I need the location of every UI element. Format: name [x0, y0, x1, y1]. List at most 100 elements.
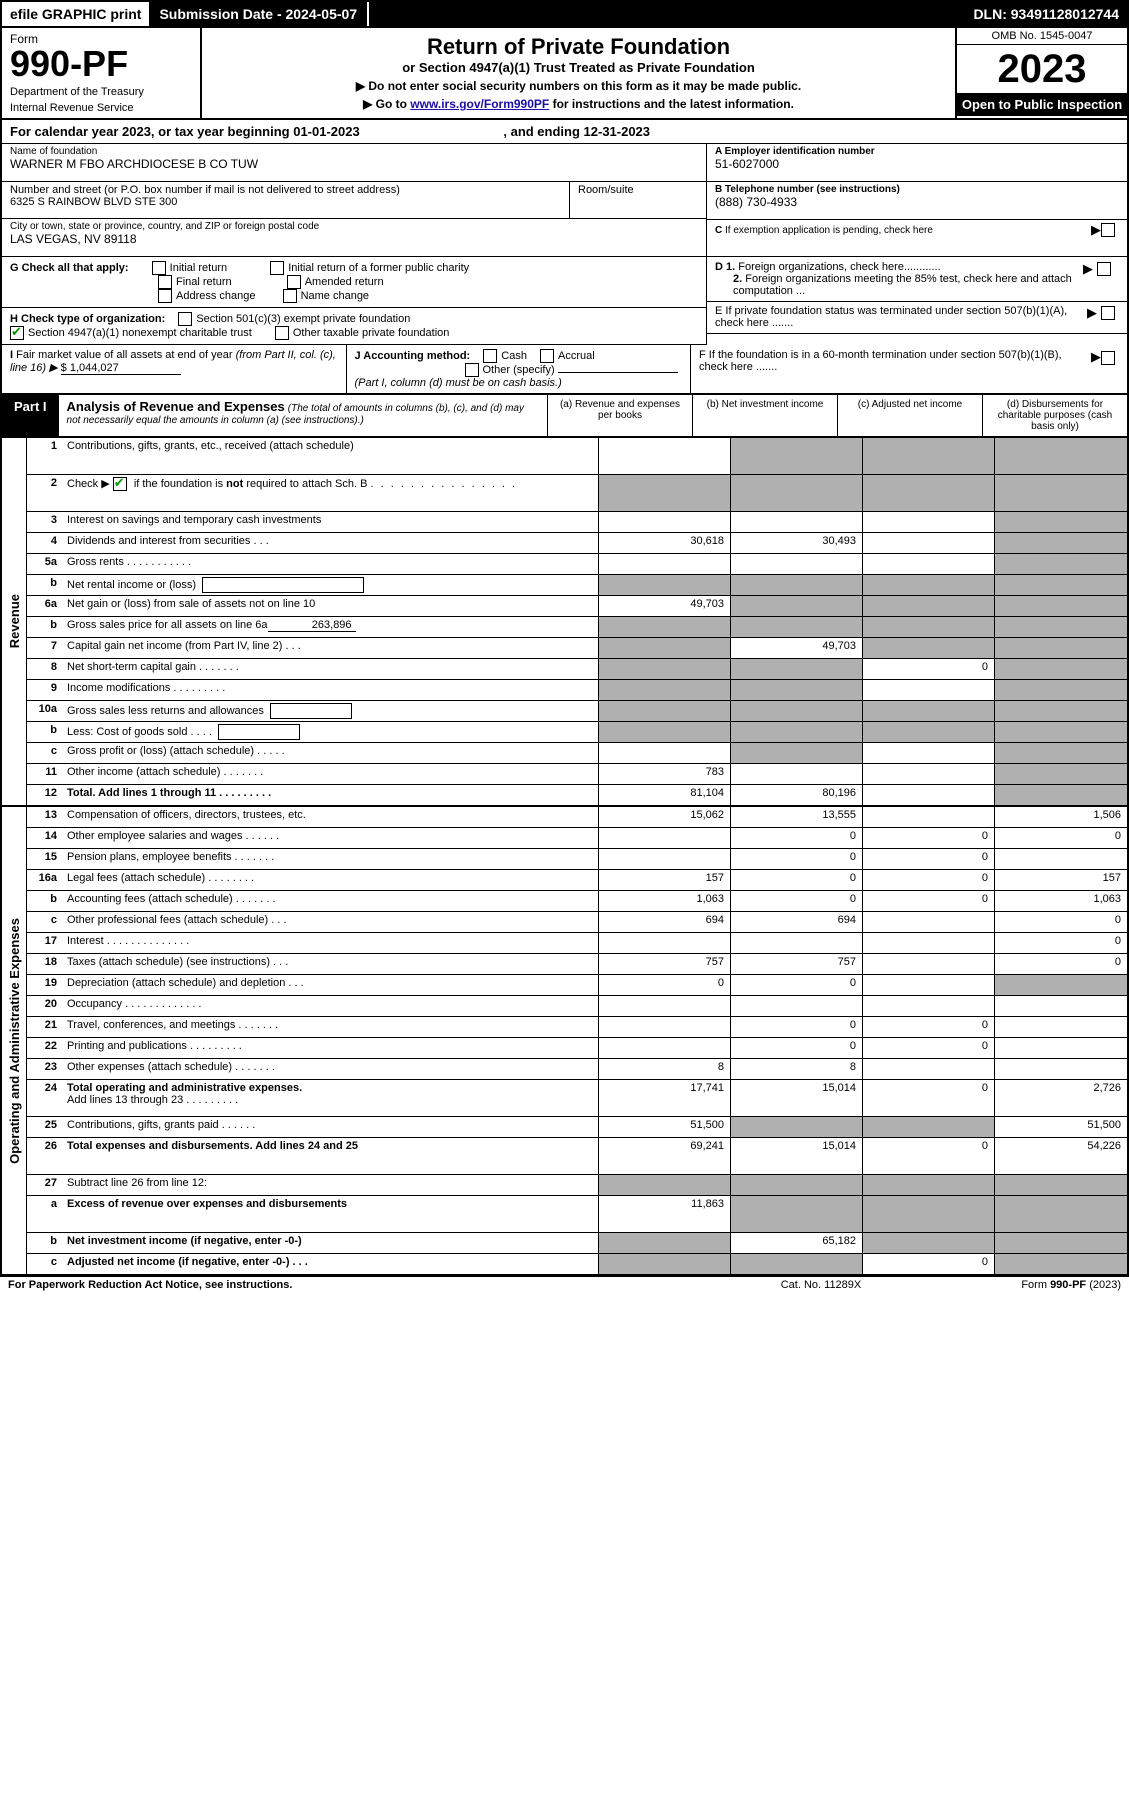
f-label: F If the foundation is in a 60-month ter… — [699, 349, 1091, 389]
d1-label: D 1. Foreign organizations, check here..… — [715, 261, 1077, 297]
h-row: H Check type of organization: Section 50… — [2, 308, 706, 345]
f-checkbox[interactable] — [1101, 351, 1115, 365]
line-14-d: 0 — [995, 828, 1127, 848]
line-5b-desc: Net rental income or (loss) — [61, 575, 599, 595]
g-name-checkbox[interactable] — [283, 289, 297, 303]
j-cash-checkbox[interactable] — [483, 349, 497, 363]
line-6a-desc: Net gain or (loss) from sale of assets n… — [61, 596, 599, 616]
line-6a-a: 49,703 — [599, 596, 731, 616]
address-value: 6325 S RAINBOW BLVD STE 300 — [10, 196, 561, 208]
form-title: Return of Private Foundation — [210, 34, 947, 60]
top-bar: efile GRAPHIC print Submission Date - 20… — [0, 0, 1129, 28]
expenses-section: Operating and Administrative Expenses 13… — [0, 807, 1129, 1276]
telephone-label: B Telephone number (see instructions) — [715, 184, 1119, 195]
line-19-a: 0 — [599, 975, 731, 995]
e-checkbox[interactable] — [1101, 306, 1115, 320]
line-16b-a: 1,063 — [599, 891, 731, 911]
line-16b-desc: Accounting fees (attach schedule) . . . … — [61, 891, 599, 911]
line-24-b: 15,014 — [731, 1080, 863, 1116]
line-14-b: 0 — [731, 828, 863, 848]
footer-left: For Paperwork Reduction Act Notice, see … — [8, 1279, 721, 1291]
line-13-d: 1,506 — [995, 807, 1127, 827]
line-13-desc: Compensation of officers, directors, tru… — [61, 807, 599, 827]
line-17-d: 0 — [995, 933, 1127, 953]
city-label: City or town, state or province, country… — [10, 221, 698, 232]
g-amended-checkbox[interactable] — [287, 275, 301, 289]
line-10c-desc: Gross profit or (loss) (attach schedule)… — [61, 743, 599, 763]
g-initial-checkbox[interactable] — [152, 261, 166, 275]
h-other-checkbox[interactable] — [275, 326, 289, 340]
line-9-desc: Income modifications . . . . . . . . . — [61, 680, 599, 700]
footer-formref: Form 990-PF (2023) — [921, 1279, 1121, 1291]
j-other-checkbox[interactable] — [465, 363, 479, 377]
i-value: $ 1,044,027 — [61, 362, 181, 375]
line-6b-box: 263,896 — [268, 619, 356, 632]
i-label: I Fair market value of all assets at end… — [10, 349, 336, 361]
line-16a-d: 157 — [995, 870, 1127, 890]
line-16a-c: 0 — [863, 870, 995, 890]
line-22-c: 0 — [863, 1038, 995, 1058]
col-c-header: (c) Adjusted net income — [838, 395, 983, 436]
line-27b-b: 65,182 — [731, 1233, 863, 1253]
line-24-a: 17,741 — [599, 1080, 731, 1116]
schb-checkbox[interactable] — [113, 477, 127, 491]
j-accrual-checkbox[interactable] — [540, 349, 554, 363]
h-4947-checkbox[interactable] — [10, 326, 24, 340]
line-27a-a: 11,863 — [599, 1196, 731, 1232]
dln-number: DLN: 93491128012744 — [965, 2, 1127, 26]
line-8-c: 0 — [863, 659, 995, 679]
line-21-desc: Travel, conferences, and meetings . . . … — [61, 1017, 599, 1037]
line-27c-desc: Adjusted net income (if negative, enter … — [61, 1254, 599, 1274]
line-21-c: 0 — [863, 1017, 995, 1037]
line-2-desc: Check ▶ if the foundation is not require… — [61, 475, 599, 511]
line-24-d: 2,726 — [995, 1080, 1127, 1116]
c-pending-label: C C If exemption application is pending,… — [715, 225, 1091, 236]
form-note2: ▶ Go to www.irs.gov/Form990PF for instru… — [210, 97, 947, 111]
line-16a-a: 157 — [599, 870, 731, 890]
revenue-sidelabel: Revenue — [7, 594, 22, 648]
d1-checkbox[interactable] — [1097, 262, 1111, 276]
line-17-desc: Interest . . . . . . . . . . . . . . — [61, 933, 599, 953]
calendar-year-row: For calendar year 2023, or tax year begi… — [0, 120, 1129, 144]
line-15-c: 0 — [863, 849, 995, 869]
line-25-desc: Contributions, gifts, grants paid . . . … — [61, 1117, 599, 1137]
line-24-desc: Total operating and administrative expen… — [61, 1080, 599, 1116]
part1-title: Analysis of Revenue and Expenses — [67, 399, 285, 414]
g-address-checkbox[interactable] — [158, 289, 172, 303]
line-26-c: 0 — [863, 1138, 995, 1174]
part1-tag: Part I — [2, 395, 59, 436]
arrow-icon: ▶ — [1083, 261, 1093, 277]
e-label: E If private foundation status was termi… — [715, 305, 1081, 329]
line-15-b: 0 — [731, 849, 863, 869]
part1-header: Part I Analysis of Revenue and Expenses … — [0, 395, 1129, 438]
line-16a-desc: Legal fees (attach schedule) . . . . . .… — [61, 870, 599, 890]
tax-year: 2023 — [957, 45, 1127, 93]
col-b-header: (b) Net investment income — [693, 395, 838, 436]
col-d-header: (d) Disbursements for charitable purpose… — [983, 395, 1127, 436]
line-6b-desc: Gross sales price for all assets on line… — [61, 617, 599, 637]
expenses-sidelabel: Operating and Administrative Expenses — [7, 918, 22, 1164]
h-501c3-checkbox[interactable] — [178, 312, 192, 326]
line-14-c: 0 — [863, 828, 995, 848]
line-22-b: 0 — [731, 1038, 863, 1058]
line-11-desc: Other income (attach schedule) . . . . .… — [61, 764, 599, 784]
col-a-header: (a) Revenue and expenses per books — [548, 395, 693, 436]
arrow-icon: ▶ — [1091, 349, 1101, 364]
line-14-desc: Other employee salaries and wages . . . … — [61, 828, 599, 848]
line-10a-desc: Gross sales less returns and allowances — [61, 701, 599, 721]
dept-label: Department of the Treasury — [10, 86, 192, 98]
j-label: J Accounting method: — [355, 350, 471, 362]
g-former-checkbox[interactable] — [270, 261, 284, 275]
c-checkbox[interactable] — [1101, 223, 1115, 237]
irs-link[interactable]: www.irs.gov/Form990PF — [410, 97, 549, 111]
form-header: Form 990-PF Department of the Treasury I… — [0, 28, 1129, 120]
line-21-b: 0 — [731, 1017, 863, 1037]
telephone-value: (888) 730-4933 — [715, 195, 1119, 209]
line-23-desc: Other expenses (attach schedule) . . . .… — [61, 1059, 599, 1079]
g-final-checkbox[interactable] — [158, 275, 172, 289]
line-16b-c: 0 — [863, 891, 995, 911]
efile-label: efile GRAPHIC print — [2, 2, 149, 26]
line-16b-b: 0 — [731, 891, 863, 911]
line-26-b: 15,014 — [731, 1138, 863, 1174]
line-11-a: 783 — [599, 764, 731, 784]
